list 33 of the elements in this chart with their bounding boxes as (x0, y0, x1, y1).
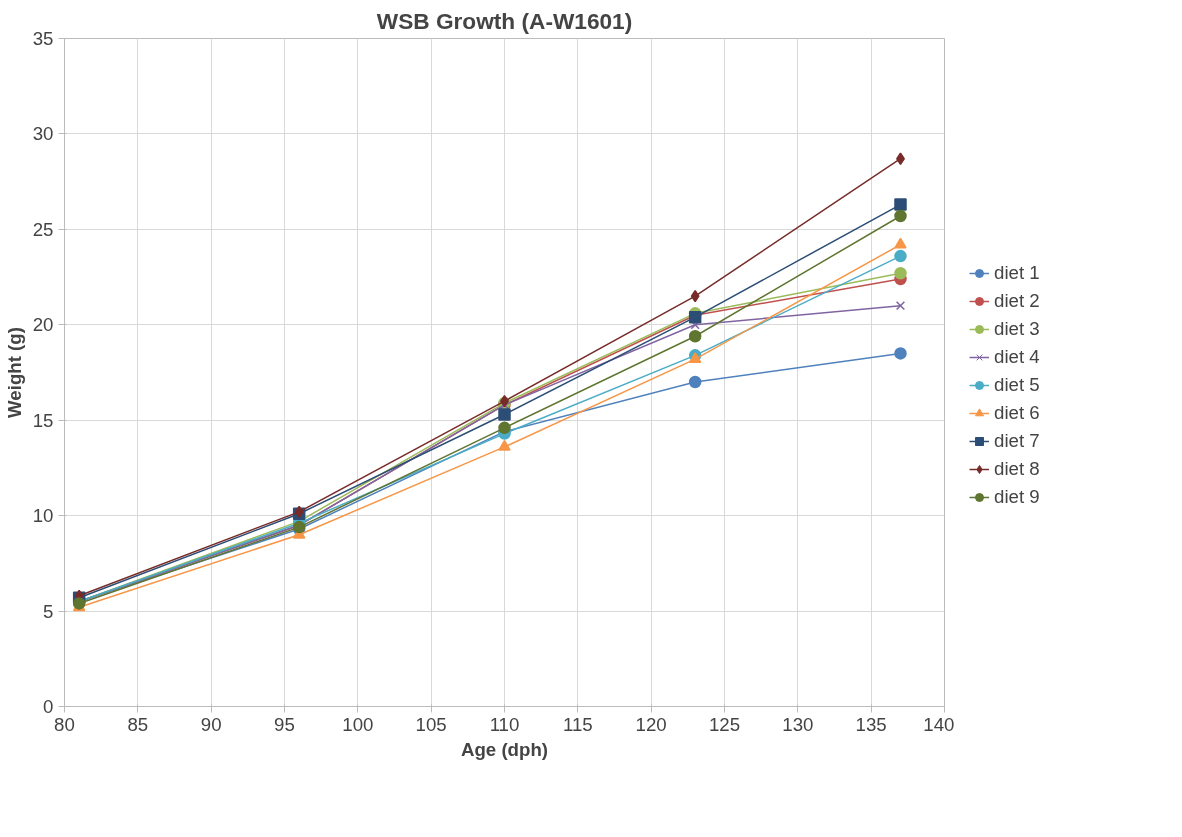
x-tick-label: 110 (489, 713, 520, 735)
x-tick-label: 140 (923, 713, 955, 735)
legend-label: diet 4 (994, 346, 1040, 368)
chart-title: WSB Growth (A-W1601) (376, 7, 633, 34)
legend-label: diet 7 (994, 430, 1040, 452)
x-tick-label: 120 (635, 713, 667, 735)
legend-label: diet 5 (994, 374, 1040, 396)
x-tick-label: 95 (274, 713, 295, 735)
x-tick-label: 100 (342, 713, 374, 735)
legend-label: diet 3 (994, 318, 1040, 340)
y-tick-label: 0 (43, 696, 54, 717)
y-axis-title: Weight (g) (3, 327, 25, 418)
y-tick-label: 20 (32, 314, 54, 336)
y-tick-label: 5 (43, 600, 54, 622)
y-tick-label: 10 (32, 505, 54, 527)
legend-label: diet 6 (994, 402, 1040, 424)
legend-label: diet 9 (994, 486, 1040, 508)
legend-label: diet 1 (994, 262, 1040, 284)
x-tick-label: 125 (708, 713, 741, 735)
x-tick-label: 135 (855, 713, 887, 735)
x-tick-label: 80 (54, 713, 75, 735)
y-tick-label: 30 (32, 123, 54, 145)
x-tick-label: 130 (782, 713, 814, 735)
x-tick-label: 90 (200, 713, 222, 735)
legend-label: diet 8 (994, 458, 1040, 480)
y-tick-label: 35 (32, 28, 54, 49)
x-tick-label: 105 (415, 713, 447, 735)
x-tick-label: 115 (562, 713, 593, 735)
y-tick-label: 15 (32, 409, 54, 431)
x-tick-label: 85 (127, 713, 149, 735)
x-axis-title: Age (dph) (460, 738, 549, 760)
y-tick-label: 25 (32, 218, 54, 240)
legend-label: diet 2 (994, 290, 1040, 312)
